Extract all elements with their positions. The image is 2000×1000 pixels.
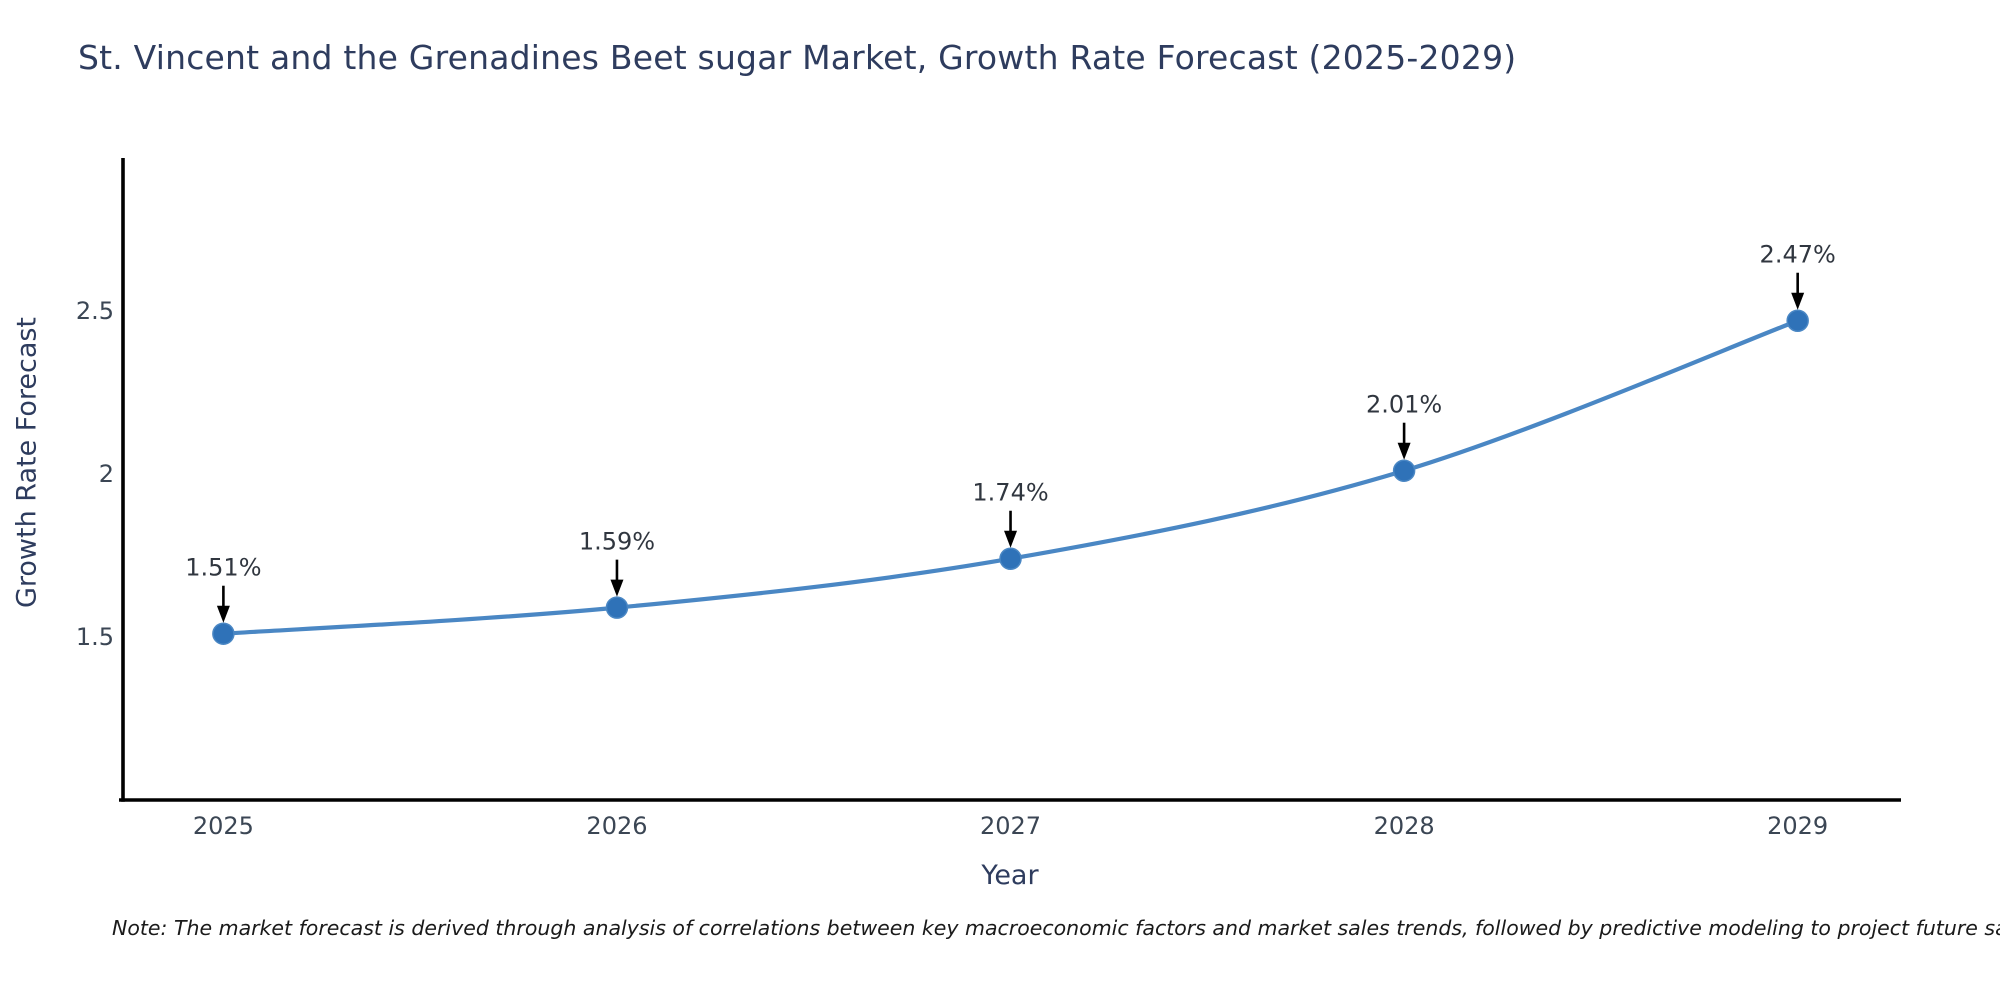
annotation-arrow-head (216, 605, 230, 623)
point-annotation-label: 1.51% (185, 554, 261, 582)
series-line (221, 318, 1800, 636)
point-annotation-label: 1.59% (579, 528, 655, 556)
x-tick-label: 2025 (193, 812, 254, 840)
data-point-marker[interactable] (999, 547, 1022, 570)
x-tick-label: 2028 (1374, 812, 1435, 840)
chart-title: St. Vincent and the Grenadines Beet suga… (78, 38, 1517, 77)
x-tick-label: 2027 (980, 812, 1041, 840)
data-point-marker[interactable] (1786, 309, 1809, 332)
footnote: Note: The market forecast is derived thr… (112, 916, 2000, 940)
x-tick-label: 2026 (586, 812, 647, 840)
data-point-marker[interactable] (212, 622, 235, 645)
point-annotation-label: 2.01% (1366, 391, 1442, 419)
y-tick-label: 2 (99, 460, 114, 488)
annotation-arrow-head (610, 579, 624, 597)
x-tick-label: 2029 (1767, 812, 1828, 840)
data-point-marker[interactable] (1392, 459, 1416, 482)
y-tick-label: 1.5 (76, 623, 114, 651)
point-annotation-label: 1.74% (972, 479, 1048, 507)
point-annotation-label: 2.47% (1760, 241, 1836, 269)
data-point-marker[interactable] (605, 596, 629, 619)
annotation-arrow-head (1004, 530, 1018, 548)
annotation-arrow-head (1397, 442, 1411, 460)
y-tick-label: 2.5 (76, 297, 114, 325)
x-axis-title: Year (981, 860, 1039, 891)
annotation-arrow-head (1791, 292, 1805, 310)
